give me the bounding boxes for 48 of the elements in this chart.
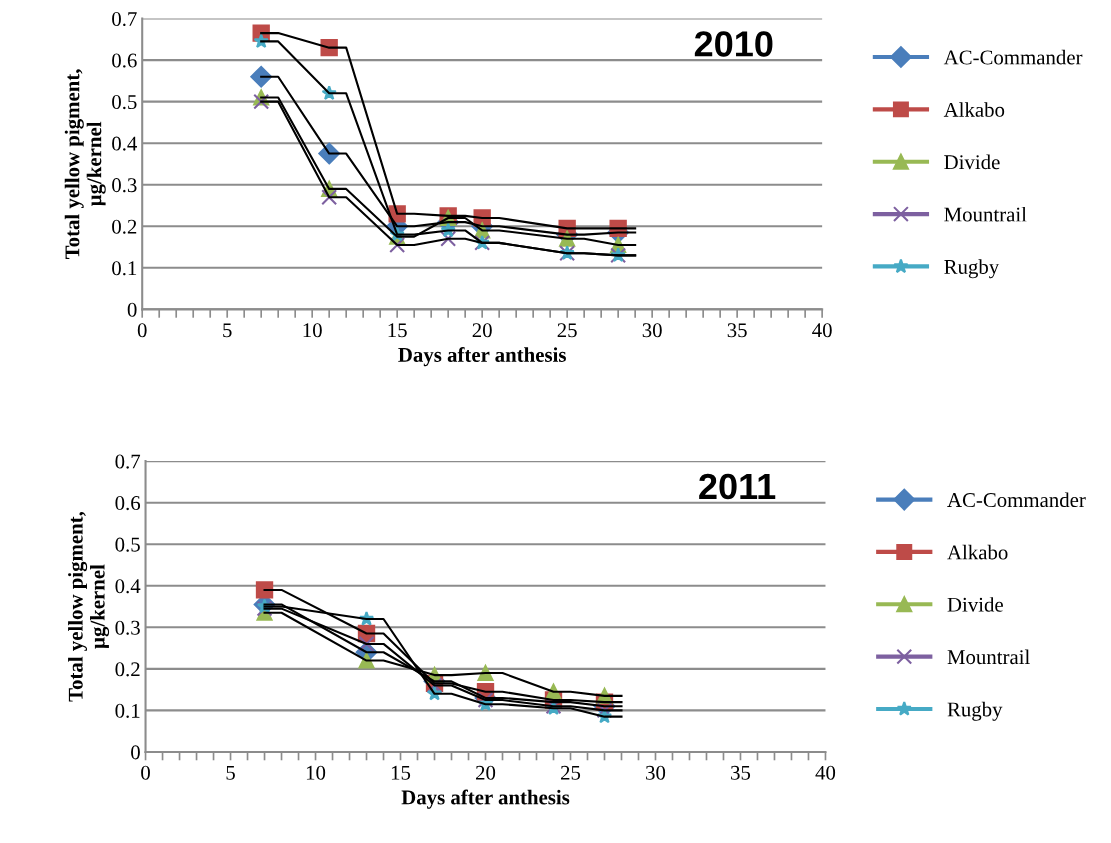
y-tick-label: 0.3 xyxy=(115,620,140,635)
legend-label: Rugby xyxy=(947,701,1003,721)
x-tick-label: 15 xyxy=(391,765,411,780)
y-tick-label: 0.2 xyxy=(115,662,140,677)
legend-label: AC-Commander xyxy=(943,49,1083,65)
x-tick-label: 5 xyxy=(223,323,232,338)
x-tick-label: 40 xyxy=(815,765,836,780)
x-axis-title: Days after anthesis xyxy=(401,789,570,809)
y-tick-label: 0.2 xyxy=(112,219,137,234)
y-tick-label: 0.7 xyxy=(115,454,141,469)
legend-label: Alkabo xyxy=(943,102,1005,117)
legend-label: Divide xyxy=(944,154,1000,170)
x-tick-label: 25 xyxy=(561,765,581,780)
legend-label: Rugby xyxy=(944,259,1000,279)
y-tick-label: 0.3 xyxy=(112,178,137,193)
x-tick-label: 30 xyxy=(642,323,662,338)
x-tick-label: 20 xyxy=(472,323,492,338)
y-tick-label: 0.5 xyxy=(112,95,137,110)
legend-label: AC-Commander xyxy=(947,492,1086,508)
x-tick-label: 15 xyxy=(388,323,407,338)
chart-title: 2011 xyxy=(699,473,776,500)
x-tick-label: 20 xyxy=(476,765,496,780)
chart-title: 2010 xyxy=(694,31,773,57)
y-tick-label: 0.4 xyxy=(112,136,138,151)
y-tick-label: 0 xyxy=(127,302,137,317)
y-axis-title: Total yellow pigment, µg/kernel xyxy=(68,511,110,702)
x-tick-label: 25 xyxy=(557,323,577,338)
x-axis-title: Days after anthesis xyxy=(398,347,566,367)
y-tick-label: 0 xyxy=(131,745,140,760)
x-tick-label: 10 xyxy=(306,765,326,780)
y-tick-label: 0.5 xyxy=(115,537,140,552)
x-tick-label: 10 xyxy=(303,323,322,338)
y-tick-label: 0.6 xyxy=(112,53,137,68)
y-tick-label: 0.1 xyxy=(112,261,137,276)
legend-label: Divide xyxy=(947,597,1003,612)
y-tick-label: 0.6 xyxy=(115,496,141,511)
x-tick-label: 30 xyxy=(646,765,666,780)
y-tick-label: 0.4 xyxy=(115,579,141,594)
legend-label: Mountrail xyxy=(944,206,1027,222)
x-tick-label: 40 xyxy=(812,323,832,338)
x-tick-label: 35 xyxy=(731,765,751,780)
x-tick-label: 5 xyxy=(226,765,235,780)
y-tick-label: 0.7 xyxy=(112,11,137,27)
y-axis-title: Total yellow pigment, µg/kernel xyxy=(64,69,106,260)
y-tick-label: 0.1 xyxy=(115,703,140,718)
legend-label: Alkabo xyxy=(947,544,1008,560)
legend-label: Mountrail xyxy=(947,649,1030,665)
x-tick-label: 35 xyxy=(727,323,747,338)
